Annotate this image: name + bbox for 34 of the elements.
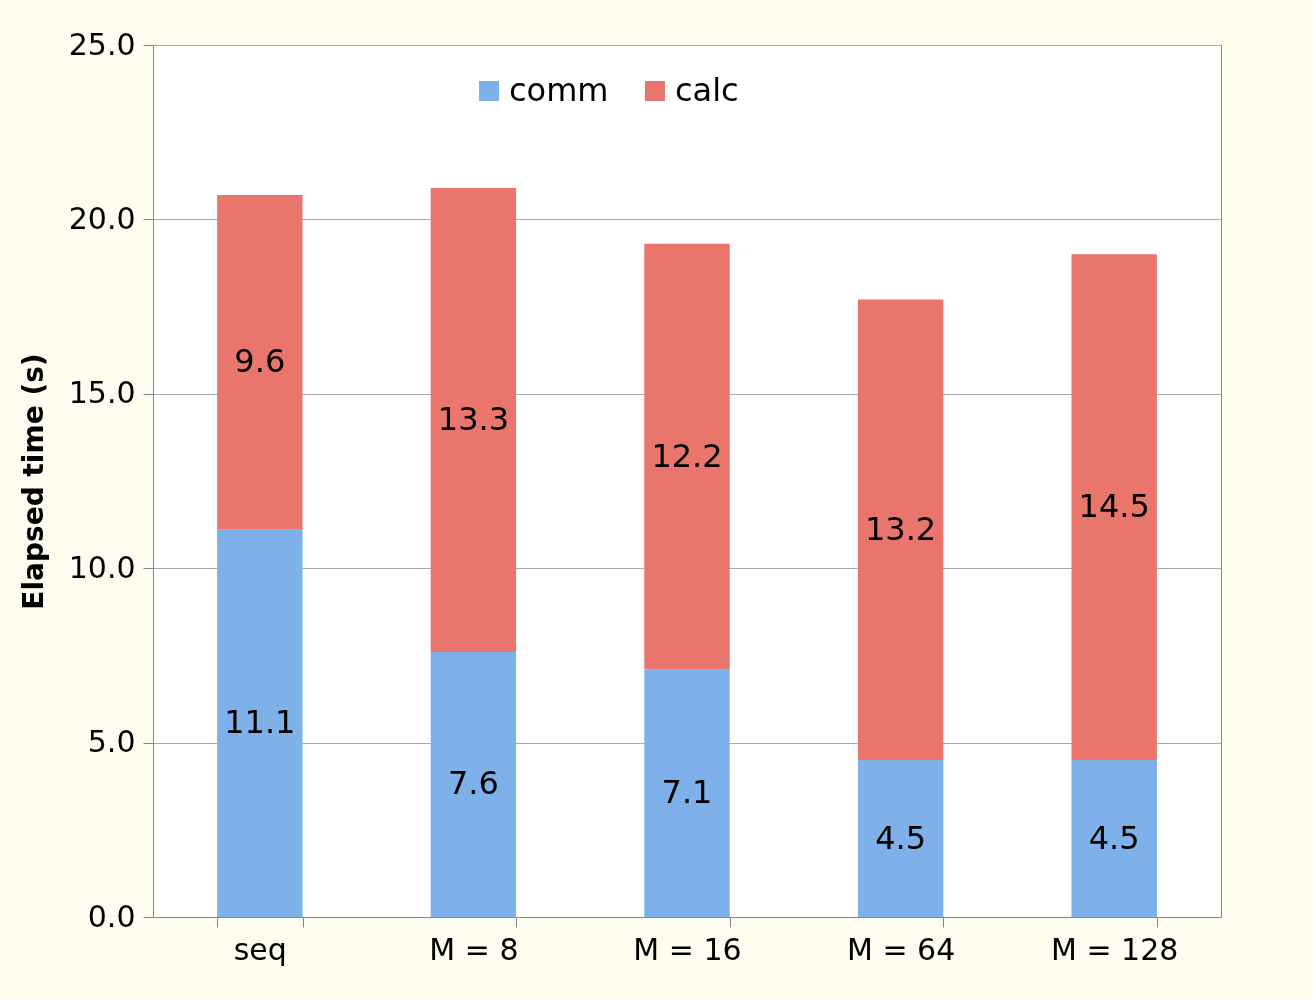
data-label: 4.5: [875, 818, 927, 857]
y-tick-label: 20.0: [68, 200, 136, 236]
legend-label: calc: [675, 71, 739, 109]
x-tick-label: seq: [233, 931, 287, 967]
data-label: 14.5: [1078, 487, 1150, 526]
bar: [217, 194, 303, 530]
y-tick-label: 25.0: [68, 26, 136, 62]
bar: [430, 188, 517, 652]
data-label: 11.1: [224, 703, 296, 742]
y-tick-label: 0.0: [87, 898, 136, 934]
legend-label: comm: [509, 71, 609, 109]
bar: [1071, 254, 1157, 761]
bar: [644, 243, 730, 670]
y-tick-label: 10.0: [68, 549, 136, 585]
data-label: 4.5: [1088, 818, 1140, 857]
x-tick-label: M = 16: [633, 931, 742, 967]
y-tick-label: 5.0: [87, 724, 136, 760]
y-tick-label: 15.0: [68, 375, 136, 411]
x-tick-label: M = 128: [1051, 931, 1179, 967]
data-label: 13.3: [437, 399, 510, 438]
x-tick-label: M = 8: [429, 931, 519, 967]
y-axis-title: Elapsed time (s): [16, 353, 50, 610]
bar: [430, 651, 517, 917]
bar: [217, 529, 303, 917]
data-label: 7.1: [661, 773, 713, 812]
bar: [857, 299, 944, 761]
bar: [857, 760, 944, 917]
data-label: 12.2: [651, 436, 723, 475]
data-label: 9.6: [234, 342, 286, 381]
data-label: 7.6: [447, 764, 499, 803]
bar: [1071, 760, 1157, 917]
bar: [644, 669, 730, 917]
x-tick-label: M = 64: [846, 931, 956, 967]
data-label: 13.2: [864, 509, 937, 548]
